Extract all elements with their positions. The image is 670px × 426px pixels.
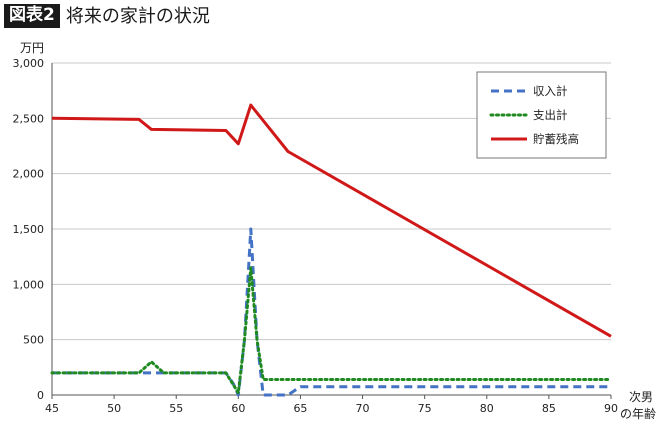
figure-number-badge: 図表2 (4, 4, 60, 28)
x-tick-labels: 45 50 55 60 65 70 75 80 85 90 (45, 395, 618, 415)
x-tick-label: 90 (604, 402, 618, 415)
y-tick-label: 1,000 (13, 278, 45, 291)
x-tick-label: 55 (169, 402, 183, 415)
y-tick-labels: 0 500 1,000 1,500 2,000 2,500 3,000 (13, 57, 45, 402)
x-axis-label-line-1: 次男 (629, 390, 653, 404)
figure-header: 図表2 将来の家計の状況 (4, 4, 210, 28)
y-tick-label: 2,500 (13, 112, 45, 125)
x-tick-label: 70 (356, 402, 370, 415)
x-tick-label: 85 (542, 402, 556, 415)
y-tick-label: 2,000 (13, 168, 45, 181)
y-axis-unit-label: 万円 (20, 41, 44, 55)
x-tick-label: 75 (418, 402, 432, 415)
x-tick-label: 45 (45, 402, 59, 415)
x-axis-label-line-2: の年齢 (620, 406, 656, 421)
x-tick-label: 50 (107, 402, 121, 415)
x-tick-label: 65 (293, 402, 307, 415)
y-tick-label: 0 (37, 389, 44, 402)
y-tick-label: 500 (23, 334, 44, 347)
legend-label: 貯蓄残高 (533, 132, 579, 146)
series-line (50, 266, 613, 395)
figure-title: 将来の家計の状況 (65, 5, 210, 27)
legend-box (476, 71, 607, 159)
legend-label: 支出計 (533, 108, 568, 122)
series-line (51, 103, 612, 338)
series-line (52, 227, 611, 397)
y-tick-label: 1,500 (13, 223, 45, 236)
x-tick-label: 60 (231, 402, 245, 415)
x-tick-label: 80 (480, 402, 494, 415)
series-lines (50, 103, 613, 397)
y-tick-label: 3,000 (13, 57, 45, 70)
legend-label: 収入計 (533, 84, 568, 98)
